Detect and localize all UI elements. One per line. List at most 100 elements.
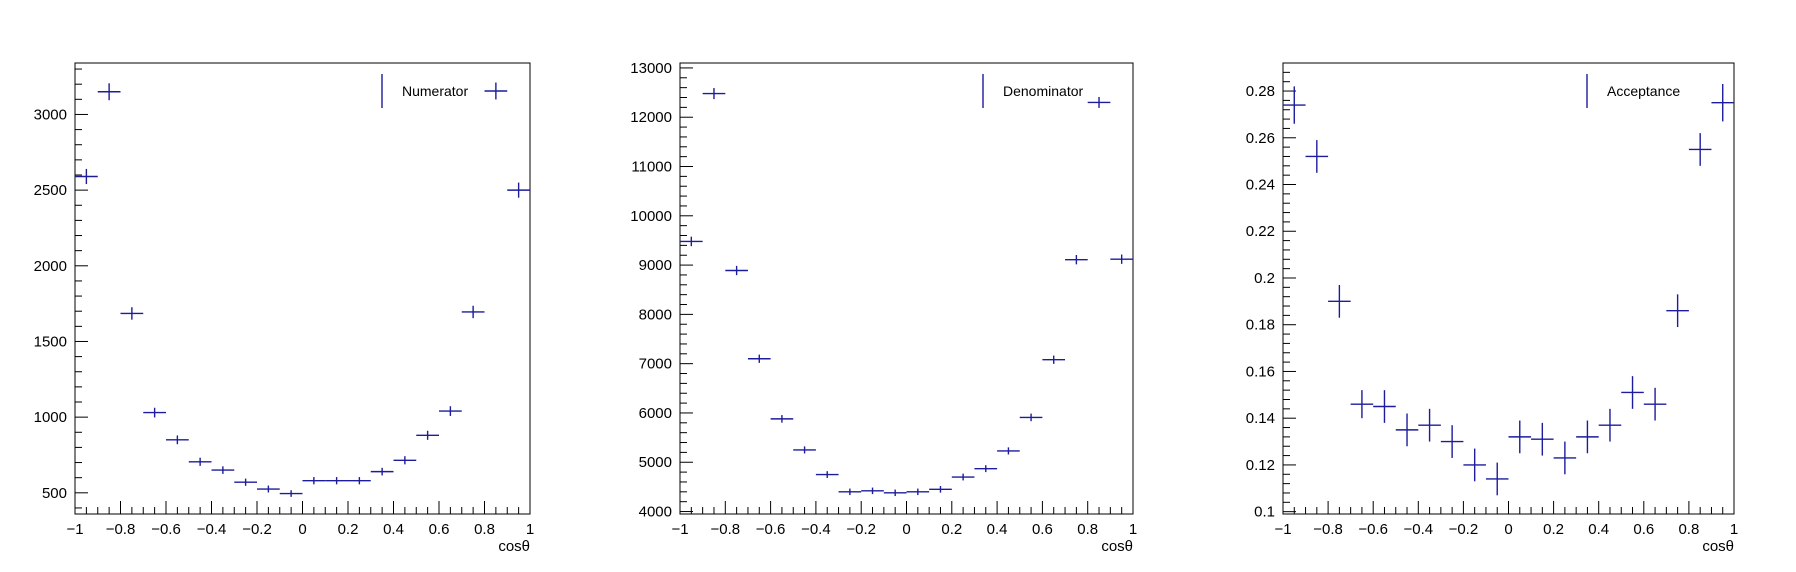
x-tick-label: 0.2	[941, 521, 962, 538]
data-point	[1395, 413, 1419, 447]
data-point	[75, 168, 98, 185]
plot-frame	[1282, 62, 1735, 515]
x-tick-label: −0.4	[197, 521, 227, 538]
x-tick-label: 1	[1730, 521, 1738, 538]
y-tick-label: 2000	[34, 258, 67, 275]
data-point	[1065, 254, 1088, 265]
y-tick-label: 0.14	[1246, 410, 1275, 427]
data-point	[370, 467, 394, 476]
y-tick-label: 7000	[639, 356, 672, 373]
data-point	[484, 82, 508, 100]
y-tick-label: 3000	[34, 106, 67, 123]
x-tick-label: 0.8	[1678, 521, 1699, 538]
x-tick-label: −0.4	[1403, 521, 1433, 538]
data-point	[1042, 355, 1066, 364]
y-tick-label: 6000	[639, 405, 672, 422]
data-point	[1711, 84, 1734, 122]
legend-label: Acceptance	[1607, 83, 1680, 99]
data-point	[951, 473, 975, 481]
y-tick-label: 12000	[630, 109, 672, 126]
y-tick-label: 0.18	[1246, 317, 1275, 334]
x-tick-label: −0.2	[846, 521, 876, 538]
data-point	[302, 477, 326, 485]
x-tick-label: −0.2	[242, 521, 272, 538]
data-point	[211, 466, 235, 474]
x-tick-label: −1	[1274, 521, 1291, 538]
x-tick-label: −0.4	[801, 521, 831, 538]
legend-label: Numerator	[402, 83, 468, 99]
data-point	[861, 487, 884, 495]
data-point	[188, 457, 212, 466]
x-tick-label: 0.6	[1633, 521, 1654, 538]
data-point	[883, 489, 907, 497]
data-point	[166, 435, 189, 445]
y-tick-label: 0.1	[1254, 504, 1275, 521]
x-tick-label: −0.6	[151, 521, 181, 538]
data-point	[439, 406, 462, 416]
y-tick-label: 0.26	[1246, 130, 1275, 147]
data-point	[97, 83, 121, 101]
data-point	[1373, 390, 1396, 423]
data-point	[1688, 133, 1712, 166]
data-point	[906, 488, 930, 496]
data-point	[1553, 441, 1577, 475]
data-point	[838, 488, 862, 496]
y-tick-label: 0.12	[1246, 457, 1275, 474]
x-tick-label: −0.6	[1358, 521, 1388, 538]
data-point	[120, 307, 144, 320]
y-tick-label: 9000	[639, 257, 672, 274]
data-point	[1463, 448, 1486, 482]
data-point	[143, 407, 166, 418]
y-tick-label: 0.24	[1246, 177, 1275, 194]
data-point	[1019, 413, 1043, 422]
data-point	[393, 456, 417, 465]
x-tick-label: −0.2	[1449, 521, 1479, 538]
x-tick-label: 0.2	[338, 521, 359, 538]
x-axis-label: cosθ	[1702, 538, 1734, 555]
data-point	[1643, 387, 1667, 421]
x-tick-label: 0	[1504, 521, 1512, 538]
x-axis-label: cosθ	[498, 538, 530, 555]
data-point	[1598, 408, 1622, 442]
data-point	[1350, 390, 1374, 419]
data-point	[1531, 422, 1554, 456]
data-point	[1576, 420, 1599, 454]
x-tick-label: 0.4	[383, 521, 404, 538]
data-point	[1283, 86, 1306, 124]
data-point	[1418, 408, 1441, 442]
data-point	[680, 236, 703, 247]
x-tick-label: 0.8	[1077, 521, 1098, 538]
data-point	[1508, 420, 1532, 454]
data-point	[234, 478, 257, 486]
y-tick-label: 13000	[630, 60, 672, 77]
data-point	[1440, 425, 1464, 458]
y-tick-label: 500	[42, 485, 67, 502]
data-point	[1087, 96, 1111, 108]
x-tick-label: 0.6	[1032, 521, 1053, 538]
y-tick-label: 1000	[34, 409, 67, 426]
x-tick-label: −0.8	[710, 521, 740, 538]
x-tick-label: −1	[66, 521, 83, 538]
x-tick-label: 1	[526, 521, 534, 538]
plot-frame	[679, 62, 1134, 515]
y-tick-label: 1500	[34, 333, 67, 350]
data-point	[702, 88, 726, 100]
x-tick-label: 0	[902, 521, 910, 538]
y-tick-label: 5000	[639, 454, 672, 471]
y-tick-label: 0.16	[1246, 363, 1275, 380]
y-tick-label: 11000	[631, 159, 672, 176]
data-point	[1485, 462, 1509, 496]
y-tick-label: 10000	[630, 208, 672, 225]
acceptance-panel: −1 −0.8 −0.6 −0.4 −0.2 0 0.2 0.4 0.6 0.8 1 0.1 0.12 0…	[1246, 62, 1738, 555]
x-tick-label: −0.8	[1313, 521, 1343, 538]
legend-label: Denominator	[1003, 83, 1083, 99]
data-point	[416, 430, 439, 440]
x-tick-label: 0.2	[1543, 521, 1564, 538]
x-tick-label: −0.8	[106, 521, 136, 538]
data-point	[507, 182, 530, 198]
y-tick-label: 2500	[34, 182, 67, 199]
data-point	[348, 477, 371, 485]
data-point	[815, 471, 839, 478]
x-tick-label: 1	[1129, 521, 1137, 538]
